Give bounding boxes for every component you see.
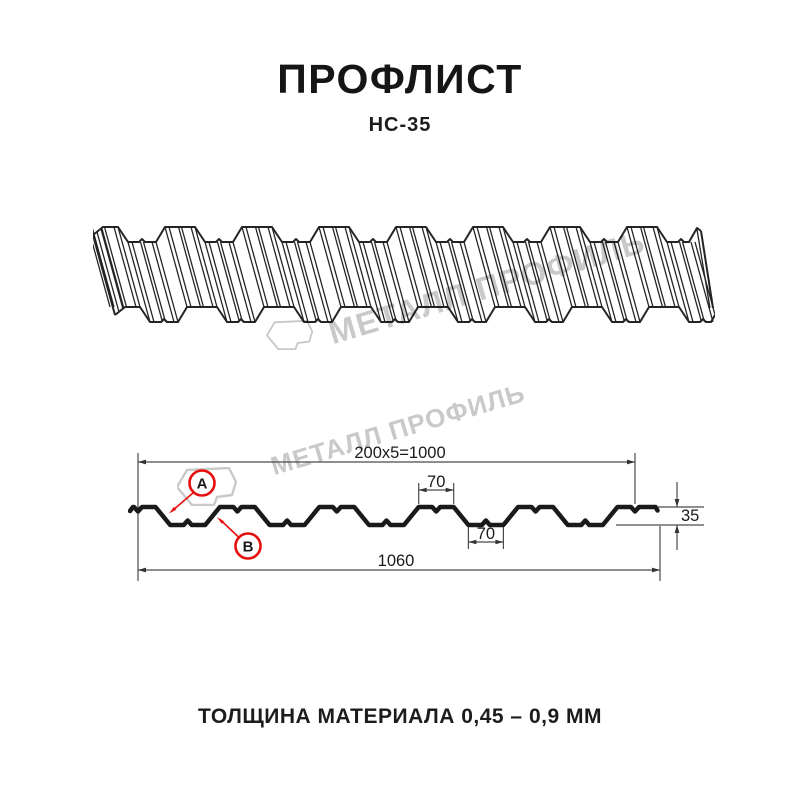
profile-3d-drawing [93,226,715,323]
sheet-cut-edges [93,228,714,316]
dim-coverage-label: 200x5=1000 [354,444,445,462]
marker-b-letter: B [243,539,254,556]
dim-overall-label: 1060 [378,552,415,570]
dim-top-flange-label: 70 [427,473,445,491]
cross-section-drawing: 200x5=1000 70 70 35 1060 A B [128,444,704,581]
dimension-arrows [138,459,680,573]
material-thickness-note: ТОЛЩИНА МАТЕРИАЛА 0,45 – 0,9 ММ [198,705,602,728]
dimension-lines [137,453,704,581]
profile-model-subtitle: НС-35 [368,114,432,136]
dim-bottom-flange-label: 70 [477,525,495,543]
marker-a: A [169,469,216,514]
page-title: ПРОФЛИСТ [277,56,523,102]
marker-a-letter: A [197,476,208,493]
profile-section-outline [128,504,660,528]
marker-b: B [217,517,262,560]
dim-height-label: 35 [681,507,699,525]
